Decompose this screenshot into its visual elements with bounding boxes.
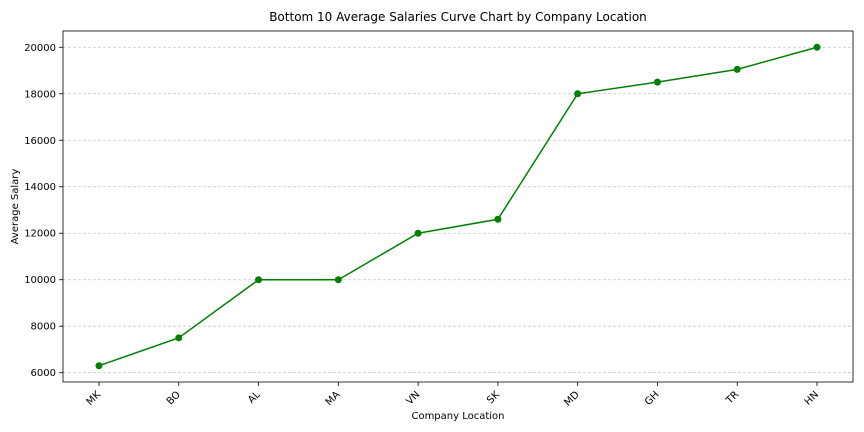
y-tick-label: 14000 (24, 182, 56, 193)
data-point (255, 276, 263, 284)
data-point (733, 65, 741, 73)
x-axis: MK BO AL MA VN SK MD GH TR HN (85, 382, 821, 409)
x-tick-label: GH (643, 389, 662, 408)
y-tick-label: 12000 (24, 229, 56, 240)
data-point (494, 215, 502, 223)
data-point (334, 276, 342, 284)
data-point (414, 229, 422, 237)
data-point (653, 78, 661, 86)
x-tick-label: VN (404, 389, 422, 407)
y-tick-label: 10000 (24, 275, 56, 286)
x-tick-label: HN (803, 389, 821, 407)
x-tick-label: BO (165, 389, 183, 407)
y-tick-label: 16000 (24, 136, 56, 147)
x-tick-label: SK (485, 389, 502, 406)
x-tick-label: MA (324, 389, 343, 408)
grid-lines (63, 46, 853, 374)
y-tick-label: 6000 (31, 368, 56, 379)
data-point (175, 334, 183, 342)
y-axis-label: Average Salary (10, 169, 21, 245)
series-layer (95, 43, 821, 370)
y-tick-label: 18000 (24, 89, 56, 100)
plot-frame (62, 30, 854, 383)
data-point (813, 43, 821, 51)
x-tick-label: AL (246, 389, 263, 406)
data-point (95, 362, 103, 370)
series-line (98, 46, 818, 367)
chart-title: Bottom 10 Average Salaries Curve Chart b… (269, 10, 647, 24)
x-axis-label: Company Location (411, 411, 504, 422)
y-axis: 6000 8000 10000 12000 14000 16000 18000 20000 (24, 43, 63, 379)
data-point (574, 90, 582, 98)
x-tick-label: MK (85, 389, 104, 408)
y-tick-label: 8000 (31, 322, 56, 333)
y-tick-label: 20000 (24, 43, 56, 54)
x-tick-label: TR (724, 389, 742, 407)
x-tick-label: MD (562, 389, 582, 409)
